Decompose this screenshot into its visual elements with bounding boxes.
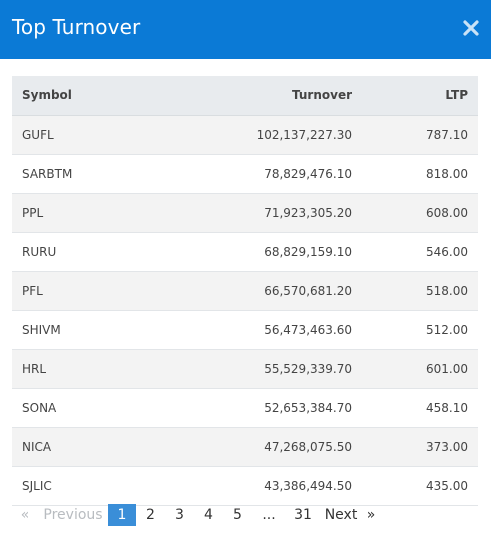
page-5-button[interactable]: 5 xyxy=(233,507,242,523)
table-row: NICA 47,268,075.50 373.00 xyxy=(12,427,478,467)
page-1-button[interactable]: 1 xyxy=(108,504,136,526)
table-row: HRL 55,529,339.70 601.00 xyxy=(12,349,478,389)
pagination: « Previous 1 2 3 4 5 ... 31 Next » xyxy=(12,504,380,526)
cell-turnover: 55,529,339.70 xyxy=(162,349,352,389)
cell-ltp: 546.00 xyxy=(352,232,478,272)
cell-ltp: 608.00 xyxy=(352,193,478,233)
next-arrow[interactable]: » xyxy=(366,507,376,523)
modal-title: Top Turnover xyxy=(12,15,141,39)
cell-symbol: SJLIC xyxy=(12,466,162,506)
page-31-button[interactable]: 31 xyxy=(294,507,312,523)
column-header-symbol[interactable]: Symbol xyxy=(12,76,162,116)
cell-turnover: 78,829,476.10 xyxy=(162,154,352,194)
table-row: SJLIC 43,386,494.50 435.00 xyxy=(12,466,478,506)
table-row: RURU 68,829,159.10 546.00 xyxy=(12,232,478,272)
previous-button[interactable]: Previous xyxy=(43,507,103,523)
table-row: GUFL 102,137,227.30 787.10 xyxy=(12,115,478,155)
page-4-button[interactable]: 4 xyxy=(204,507,213,523)
table-row: SARBTM 78,829,476.10 818.00 xyxy=(12,154,478,194)
turnover-table-container: Symbol Turnover LTP GUFL 102,137,227.30 … xyxy=(12,76,478,506)
cell-turnover: 71,923,305.20 xyxy=(162,193,352,233)
cell-ltp: 435.00 xyxy=(352,466,478,506)
cell-ltp: 512.00 xyxy=(352,310,478,350)
cell-symbol: NICA xyxy=(12,427,162,467)
next-button[interactable]: Next xyxy=(324,507,358,523)
table-row: PPL 71,923,305.20 608.00 xyxy=(12,193,478,233)
cell-ltp: 787.10 xyxy=(352,115,478,155)
cell-turnover: 56,473,463.60 xyxy=(162,310,352,350)
cell-symbol: PFL xyxy=(12,271,162,311)
cell-turnover: 66,570,681.20 xyxy=(162,271,352,311)
cell-ltp: 818.00 xyxy=(352,154,478,194)
cell-symbol: SONA xyxy=(12,388,162,428)
cell-turnover: 68,829,159.10 xyxy=(162,232,352,272)
cell-turnover: 47,268,075.50 xyxy=(162,427,352,467)
table-row: PFL 66,570,681.20 518.00 xyxy=(12,271,478,311)
cell-ltp: 601.00 xyxy=(352,349,478,389)
cell-symbol: RURU xyxy=(12,232,162,272)
cell-symbol: GUFL xyxy=(12,115,162,155)
cell-ltp: 373.00 xyxy=(352,427,478,467)
cell-turnover: 43,386,494.50 xyxy=(162,466,352,506)
cell-symbol: SHIVM xyxy=(12,310,162,350)
table-row: SONA 52,653,384.70 458.10 xyxy=(12,388,478,428)
close-icon xyxy=(463,20,479,36)
previous-arrow[interactable]: « xyxy=(20,507,30,523)
cell-turnover: 102,137,227.30 xyxy=(162,115,352,155)
column-header-ltp[interactable]: LTP xyxy=(352,76,478,116)
cell-symbol: HRL xyxy=(12,349,162,389)
cell-symbol: SARBTM xyxy=(12,154,162,194)
column-header-turnover[interactable]: Turnover xyxy=(162,76,352,116)
table-row: SHIVM 56,473,463.60 512.00 xyxy=(12,310,478,350)
page-2-button[interactable]: 2 xyxy=(146,507,155,523)
close-button[interactable] xyxy=(462,19,480,37)
table-header-row: Symbol Turnover LTP xyxy=(12,76,478,116)
modal-header: Top Turnover xyxy=(0,0,491,59)
cell-ltp: 518.00 xyxy=(352,271,478,311)
cell-turnover: 52,653,384.70 xyxy=(162,388,352,428)
turnover-table: Symbol Turnover LTP GUFL 102,137,227.30 … xyxy=(12,76,478,506)
pagination-ellipsis: ... xyxy=(262,507,276,523)
page-3-button[interactable]: 3 xyxy=(175,507,184,523)
cell-ltp: 458.10 xyxy=(352,388,478,428)
cell-symbol: PPL xyxy=(12,193,162,233)
